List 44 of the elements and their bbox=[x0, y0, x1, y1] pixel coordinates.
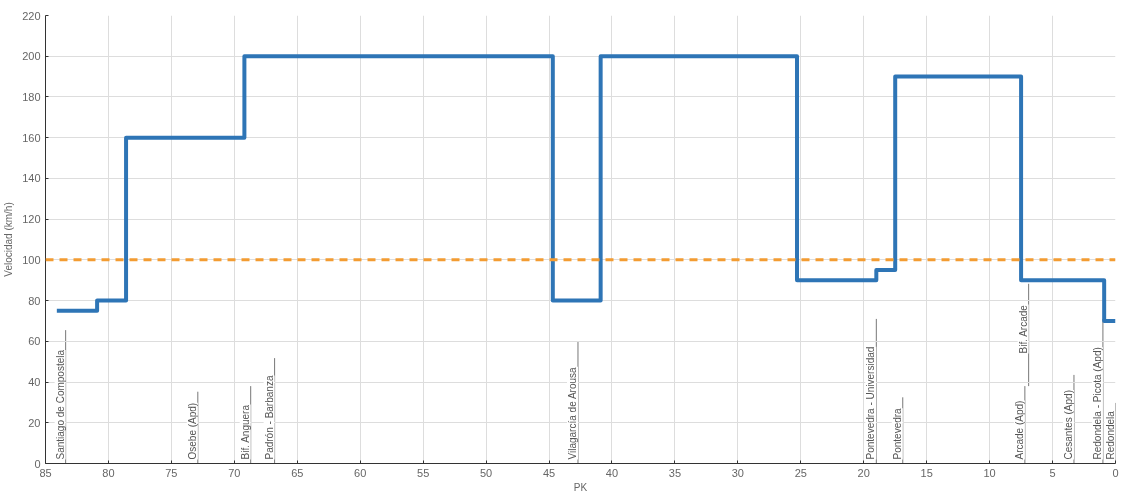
y-tick-label: 80 bbox=[28, 294, 41, 307]
y-tick-label: 140 bbox=[22, 172, 41, 185]
ref-line-label: Osebe (Apd) bbox=[186, 402, 198, 460]
ref-line-label: Pontevedra - Universidad bbox=[865, 346, 877, 460]
y-tick-label: 40 bbox=[28, 376, 41, 389]
y-tick-label: 120 bbox=[22, 213, 41, 226]
ref-line-label: Santiago de Compostela bbox=[54, 349, 66, 460]
ref-line-label: Redondela - Picota (Apd) bbox=[1091, 347, 1103, 460]
x-tick-label: 60 bbox=[354, 466, 367, 479]
x-tick-label: 35 bbox=[668, 466, 682, 479]
x-axis-title: PK bbox=[573, 481, 588, 493]
x-tick-label: 10 bbox=[983, 466, 996, 479]
y-tick-label: 100 bbox=[22, 253, 41, 266]
x-tick-label: 50 bbox=[479, 466, 493, 479]
x-tick-label: 30 bbox=[731, 466, 744, 479]
x-tick-label: 65 bbox=[291, 466, 304, 479]
x-tick-label: 85 bbox=[39, 466, 52, 479]
y-tick-label: 0 bbox=[34, 457, 41, 470]
ref-line-label: Arcade (Apd) bbox=[1013, 400, 1025, 460]
x-tick-label: 70 bbox=[228, 466, 241, 479]
ref-line-label: Vilagarcía de Arousa bbox=[566, 366, 578, 460]
y-axis-title: Velocidad (km/h) bbox=[3, 202, 15, 277]
ref-line-label: Pontevedra bbox=[891, 407, 903, 460]
ref-line-label: Cesantes (Apd) bbox=[1062, 390, 1074, 460]
y-tick-label: 220 bbox=[22, 9, 41, 22]
y-tick-label: 60 bbox=[28, 335, 41, 348]
y-tick-label: 200 bbox=[22, 50, 41, 63]
y-tick-label: 20 bbox=[28, 416, 41, 429]
x-tick-label: 75 bbox=[165, 466, 178, 479]
x-tick-label: 5 bbox=[1049, 466, 1056, 479]
x-tick-label: 45 bbox=[542, 466, 556, 479]
x-tick-label: 20 bbox=[857, 466, 870, 479]
x-tick-label: 0 bbox=[1112, 466, 1119, 479]
x-tick-label: 15 bbox=[920, 466, 933, 479]
x-tick-label: 25 bbox=[794, 466, 807, 479]
y-tick-label: 180 bbox=[22, 90, 41, 103]
x-tick-label: 40 bbox=[605, 466, 619, 479]
x-tick-label: 55 bbox=[417, 466, 430, 479]
ref-line-label: Bif. Arcade bbox=[1017, 304, 1029, 354]
y-tick-label: 160 bbox=[22, 131, 41, 144]
ref-line-label: Padrón - Barbanza bbox=[263, 375, 275, 460]
ref-line-label: Bif. Anguera bbox=[239, 404, 251, 460]
ref-line-label: Redondela bbox=[1104, 410, 1116, 460]
x-tick-label: 80 bbox=[102, 466, 115, 479]
